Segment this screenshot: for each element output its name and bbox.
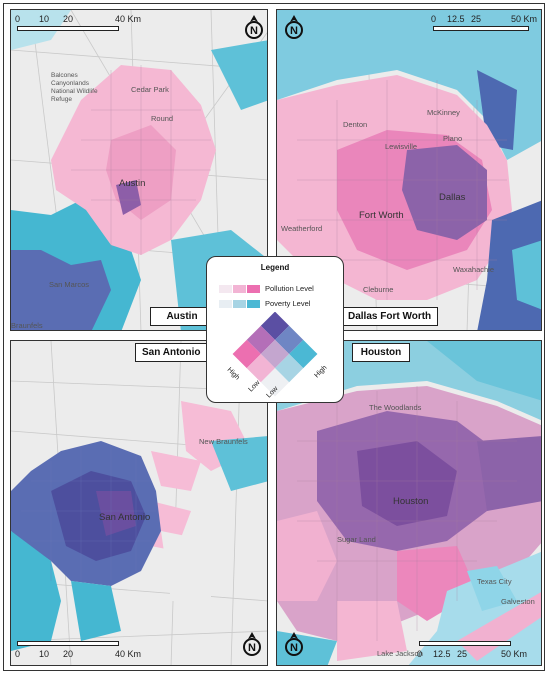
scale-label: 40 Km (115, 649, 142, 659)
bivariate-cell (275, 354, 304, 383)
bivariate-cell (275, 325, 304, 354)
north-arrow-letter: N (248, 642, 256, 654)
bivariate-cell (246, 354, 275, 383)
place-label: Galveston (501, 597, 535, 606)
place-label: Fort Worth (359, 210, 404, 221)
legend-pollution-row: Pollution Level (219, 284, 314, 293)
scale-bar: 0 10 20 40 Km (15, 641, 155, 663)
scale-label: 20 (63, 649, 74, 659)
place-label: Waxahachie (453, 265, 494, 274)
place-label: Lewisville (385, 142, 418, 151)
place-label: McKinney (427, 108, 460, 117)
poverty-swatch (233, 299, 246, 308)
scale-bar: 0 12.5 25 50 Km (417, 641, 541, 663)
place-label: Cedar Park (131, 85, 169, 94)
axis-high-right: High (313, 364, 328, 379)
pollution-swatch (247, 284, 260, 293)
place-label: Lake Jackson (377, 649, 423, 658)
north-arrow-letter: N (290, 25, 298, 37)
dfw-map (277, 10, 541, 330)
scale-label: 10 (39, 649, 50, 659)
place-label: San Antonio (99, 512, 151, 523)
place-label: Dallas (439, 192, 466, 203)
place-label: Sugar Land (337, 535, 376, 544)
legend-title: Legend (260, 263, 290, 272)
scale-label: 0 (431, 14, 437, 24)
place-label: Austin (119, 178, 146, 189)
scale-label: 50 Km (501, 649, 528, 659)
legend-poverty-row: Poverty Level (219, 299, 310, 308)
north-arrow-icon: N (241, 631, 263, 657)
panel-title-dallas-fort-worth: Dallas Fort Worth (341, 307, 439, 326)
place-label: The Woodlands (369, 403, 422, 412)
scale-label: 50 Km (511, 14, 538, 24)
scale-label: 0 (15, 14, 21, 24)
scale-bar-line (17, 641, 119, 646)
scale-label: 25 (471, 14, 482, 24)
place-label: San Marcos (49, 280, 90, 289)
scale-label: 12.5 (447, 14, 465, 24)
place-label: Texas City (477, 577, 512, 586)
scale-bar: 0 12.5 25 50 Km (431, 14, 541, 34)
north-arrow-icon: N (283, 14, 305, 40)
legend-pollution-label: Pollution Level (265, 284, 314, 293)
scale-bar: 0 10 20 40 Km (15, 14, 145, 34)
place-label: Braunfels (11, 321, 43, 330)
legend-box: Legend Pollution Level Poverty Level Hig… (206, 256, 344, 403)
panel-title-austin: Austin (150, 307, 214, 326)
pollution-swatch (233, 284, 246, 293)
place-label: Cleburne (363, 285, 394, 294)
scale-label: 40 Km (115, 14, 142, 24)
map-panel-dallas-fort-worth[interactable]: Denton McKinney Plano Lewisville Dallas … (276, 9, 542, 331)
scale-label: 0 (15, 649, 21, 659)
scale-label: 20 (63, 14, 74, 24)
scale-label: 10 (39, 14, 50, 24)
panel-title-houston: Houston (352, 343, 410, 362)
poverty-swatch (247, 299, 260, 308)
axis-high-left: High (226, 366, 241, 381)
place-label: Round (151, 114, 174, 123)
map-panel-san-antonio[interactable]: New Braunfels San Antonio 0 10 20 40 Km … (10, 340, 268, 666)
scale-bar-line (419, 641, 511, 646)
place-label: Denton (343, 120, 368, 129)
place-label: Houston (393, 496, 429, 507)
scale-label: 0 (417, 649, 423, 659)
north-arrow-icon: N (283, 631, 305, 657)
north-arrow-icon: N (243, 14, 265, 40)
place-label: Balcones Canyonlands National Wildlife R… (51, 72, 98, 103)
place-label: New Braunfels (199, 437, 248, 446)
scale-bar-line (17, 26, 119, 31)
scale-bar-line (433, 26, 529, 31)
panel-title-san-antonio: San Antonio (135, 343, 208, 362)
legend-poverty-label: Poverty Level (265, 299, 311, 308)
pollution-swatch (219, 284, 232, 293)
place-label: Plano (443, 134, 463, 143)
scale-label: 12.5 (433, 649, 451, 659)
north-arrow-letter: N (290, 642, 298, 654)
scale-label: 25 (457, 649, 468, 659)
poverty-swatch (219, 299, 232, 308)
place-label: Weatherford (281, 224, 323, 233)
north-arrow-letter: N (250, 25, 258, 37)
bivariate-key: High Low Low High (226, 312, 329, 399)
